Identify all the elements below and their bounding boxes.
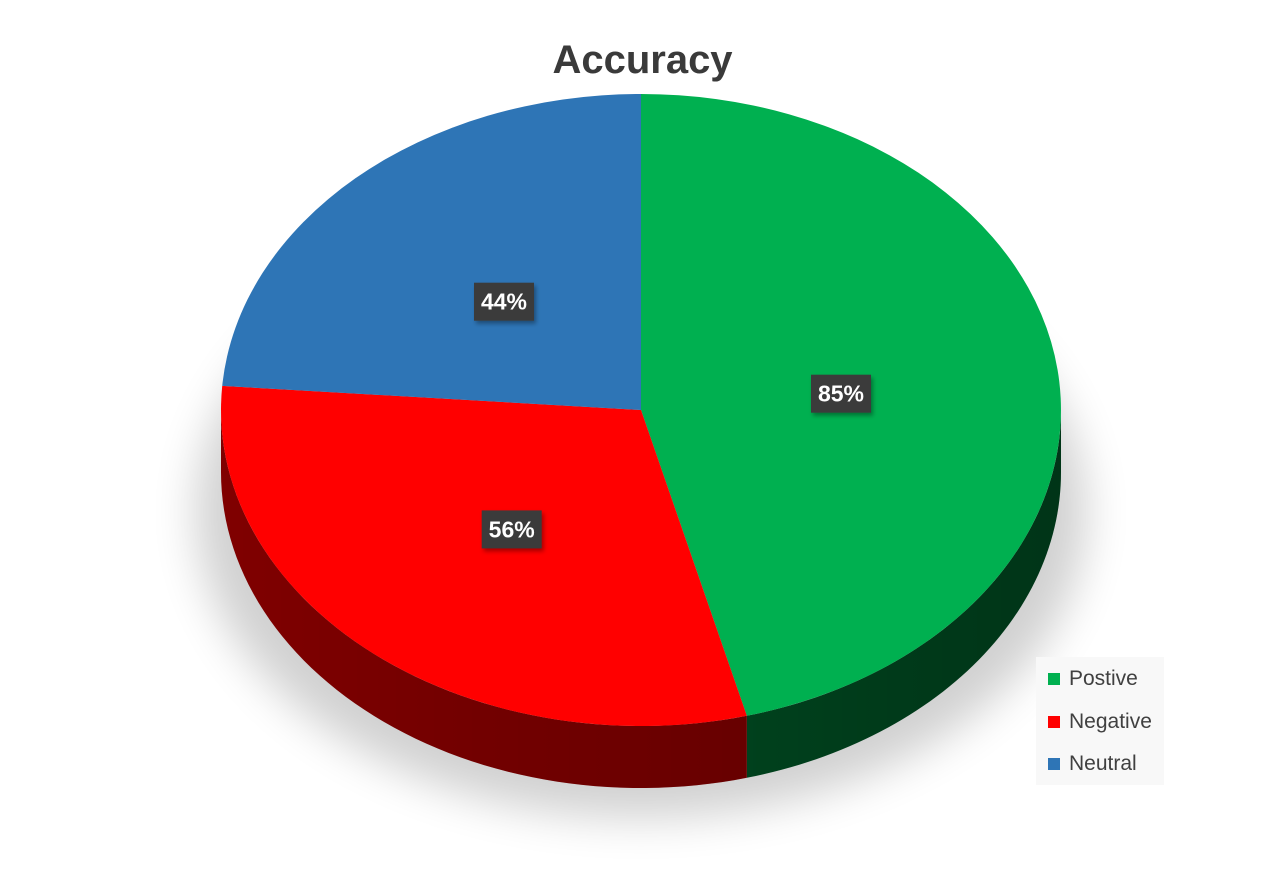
- chart-title: Accuracy: [552, 38, 733, 82]
- data-label-text: 44%: [481, 289, 527, 315]
- data-label-text: 56%: [489, 516, 535, 542]
- legend-label: Postive: [1069, 667, 1138, 690]
- data-label-neutral: 44%: [474, 282, 534, 321]
- legend: Postive Negative Neutral: [1036, 657, 1164, 785]
- legend-item-postive: Postive: [1048, 667, 1138, 691]
- pie-slice-negative: [221, 385, 747, 726]
- pie-side-shade-postive: [746, 410, 1061, 778]
- pie-slice-neutral: [222, 94, 642, 410]
- legend-swatch: [1048, 715, 1060, 728]
- legend-swatch: [1048, 758, 1060, 770]
- data-label-box: [481, 510, 542, 549]
- legend-label: Neutral: [1069, 752, 1137, 775]
- legend-label: Negative: [1069, 709, 1152, 733]
- data-label-box: [811, 374, 871, 413]
- data-label-text: 85%: [818, 381, 864, 407]
- pie-side-shade-negative: [221, 410, 747, 788]
- data-label-postive: 85%: [811, 374, 871, 413]
- legend-swatch: [1048, 673, 1060, 685]
- legend-item-neutral: Neutral: [1048, 752, 1137, 776]
- legend-item-negative: Negative: [1048, 710, 1152, 734]
- data-label-negative: 56%: [481, 510, 542, 549]
- data-label-box: [474, 282, 534, 321]
